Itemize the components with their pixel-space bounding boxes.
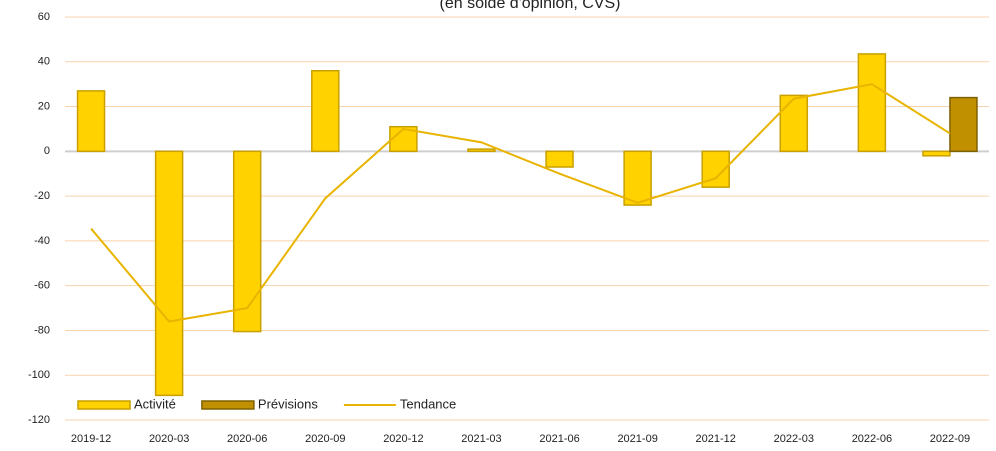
- x-tick-label: 2022-03: [774, 433, 814, 445]
- bar: [76, 90, 106, 153]
- x-tick-label: 2020-09: [305, 433, 345, 445]
- x-tick-label: 2021-09: [617, 433, 657, 445]
- y-tick-label: 60: [38, 11, 50, 23]
- chart-subtitle: (en solde d'opinion, CVS): [440, 0, 621, 12]
- y-tick-label: -20: [34, 190, 50, 202]
- legend-swatch: [77, 400, 131, 410]
- trend-line: [90, 83, 951, 323]
- x-tick-label: 2020-03: [149, 433, 189, 445]
- bar: [232, 150, 262, 333]
- bar: [311, 69, 340, 153]
- y-tick-label: -80: [34, 324, 50, 336]
- x-tick-label: 2021-03: [461, 433, 501, 445]
- y-tick-label: 0: [44, 145, 50, 157]
- bar: [857, 53, 887, 153]
- legend-label: Prévisions: [258, 396, 318, 411]
- bar: [154, 150, 184, 397]
- bar: [922, 150, 951, 157]
- x-tick-label: 2022-06: [852, 433, 892, 445]
- bar: [545, 150, 574, 168]
- y-tick-label: 40: [38, 56, 50, 68]
- x-tick-label: 2020-12: [383, 433, 423, 445]
- legend-label: Tendance: [400, 396, 456, 411]
- legend-label: Activité: [134, 396, 176, 411]
- x-tick-label: 2021-12: [696, 433, 736, 445]
- x-tick-label: 2020-06: [227, 433, 267, 445]
- y-tick-label: -100: [28, 369, 50, 381]
- x-tick-label: 2022-09: [930, 433, 970, 445]
- y-tick-label: -60: [34, 280, 50, 292]
- legend-swatch: [201, 400, 255, 410]
- x-tick-label: 2019-12: [71, 433, 111, 445]
- bar: [779, 94, 809, 153]
- y-tick-label: -40: [34, 235, 50, 247]
- bar: [623, 150, 652, 206]
- y-tick-label: -120: [28, 414, 50, 426]
- x-tick-label: 2021-06: [539, 433, 579, 445]
- bar: [949, 96, 978, 153]
- y-tick-label: 20: [38, 100, 50, 112]
- bar: [467, 148, 496, 153]
